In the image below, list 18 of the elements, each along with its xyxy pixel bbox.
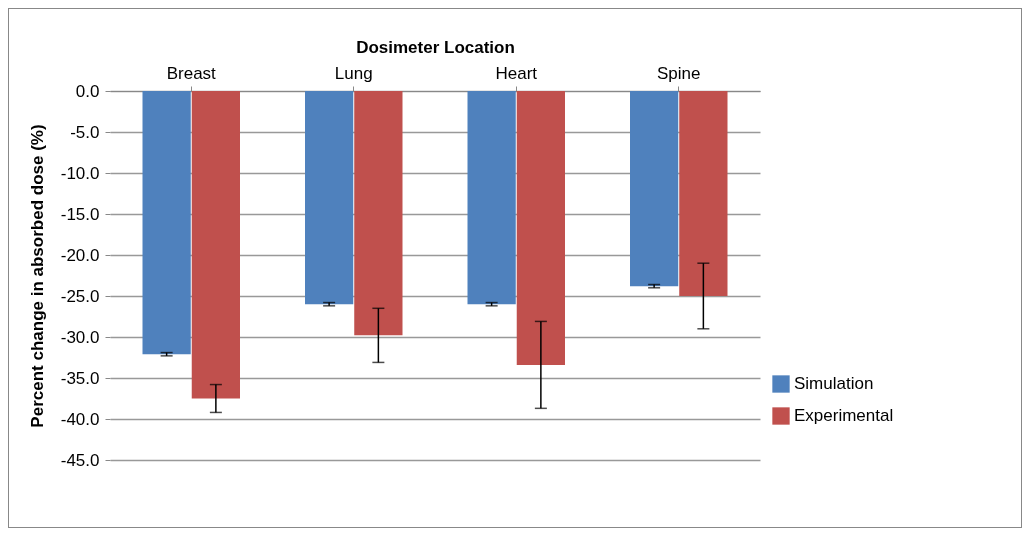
y-tick-label: -5.0: [70, 122, 100, 142]
y-tick-label: -45.0: [60, 450, 100, 470]
x-tick-label: Spine: [657, 63, 701, 83]
y-tick-label: -10.0: [60, 163, 100, 183]
legend-label: Experimental: [794, 406, 894, 425]
y-tick-label: 0.0: [75, 81, 100, 101]
y-tick-label: -15.0: [60, 204, 100, 224]
x-axis-title: Dosimeter Location: [356, 37, 515, 57]
y-tick-label: -35.0: [60, 368, 100, 388]
y-tick-label: -40.0: [60, 409, 100, 429]
y-tick-label: -30.0: [60, 327, 100, 347]
legend-label: Simulation: [794, 374, 874, 393]
x-tick-label: Lung: [334, 63, 373, 83]
y-tick-label: -25.0: [60, 286, 100, 306]
x-tick-label: Breast: [166, 63, 217, 83]
y-tick-label: -20.0: [60, 245, 100, 265]
y-axis-title: Percent change in absorbed dose (%): [27, 124, 47, 428]
x-tick-label: Heart: [495, 63, 538, 83]
